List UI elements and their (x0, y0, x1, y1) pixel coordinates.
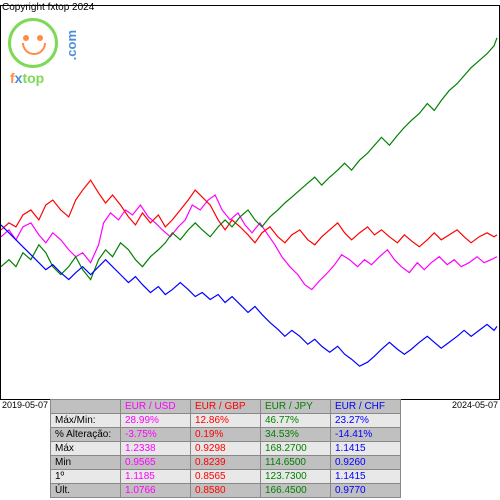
table-col-header: EUR / GBP (191, 400, 261, 414)
table-row-label: 1º (51, 470, 121, 484)
table-col-header: EUR / CHF (331, 400, 401, 414)
table-cell: 0.9565 (121, 456, 191, 470)
table-cell: 166.4500 (261, 484, 331, 498)
table-cell: 28.99% (121, 414, 191, 428)
table-cell: 0.19% (191, 428, 261, 442)
table-cell: 0.8239 (191, 456, 261, 470)
table-cell: -3.75% (121, 428, 191, 442)
table-row-label: Min (51, 456, 121, 470)
currency-data-table: EUR / USDEUR / GBPEUR / JPYEUR / CHF Máx/… (50, 399, 401, 498)
table-col-header: EUR / USD (121, 400, 191, 414)
x-label-end: 2024-05-07 (452, 400, 498, 410)
series-line (1, 225, 497, 366)
table-cell: 123.7300 (261, 470, 331, 484)
table-cell: 114.6500 (261, 456, 331, 470)
table-cell: 0.9260 (331, 456, 401, 470)
table-cell: 0.8565 (191, 470, 261, 484)
series-line (1, 180, 497, 247)
table-row-label: Últ. (51, 484, 121, 498)
x-label-start: 2019-05-07 (2, 400, 48, 410)
table-cell: 168.2700 (261, 442, 331, 456)
table-cell: 12.86% (191, 414, 261, 428)
table-cell: -14.41% (331, 428, 401, 442)
table-cell: 1.2338 (121, 442, 191, 456)
table-row-label: Máx/Min: (51, 414, 121, 428)
table-cell: 1.1185 (121, 470, 191, 484)
currency-chart (0, 5, 500, 400)
table-col-header: EUR / JPY (261, 400, 331, 414)
table-cell: 34.53% (261, 428, 331, 442)
series-line (1, 195, 497, 290)
table-row-label: Máx (51, 442, 121, 456)
table-cell: 23.27% (331, 414, 401, 428)
table-cell: 0.9770 (331, 484, 401, 498)
table-cell: 0.9298 (191, 442, 261, 456)
table-cell: 1.1415 (331, 470, 401, 484)
table-cell: 1.0766 (121, 484, 191, 498)
table-cell: 46.77% (261, 414, 331, 428)
table-corner (51, 400, 121, 414)
table-cell: 0.8580 (191, 484, 261, 498)
table-cell: 1.1415 (331, 442, 401, 456)
table-row-label: % Alteração: (51, 428, 121, 442)
